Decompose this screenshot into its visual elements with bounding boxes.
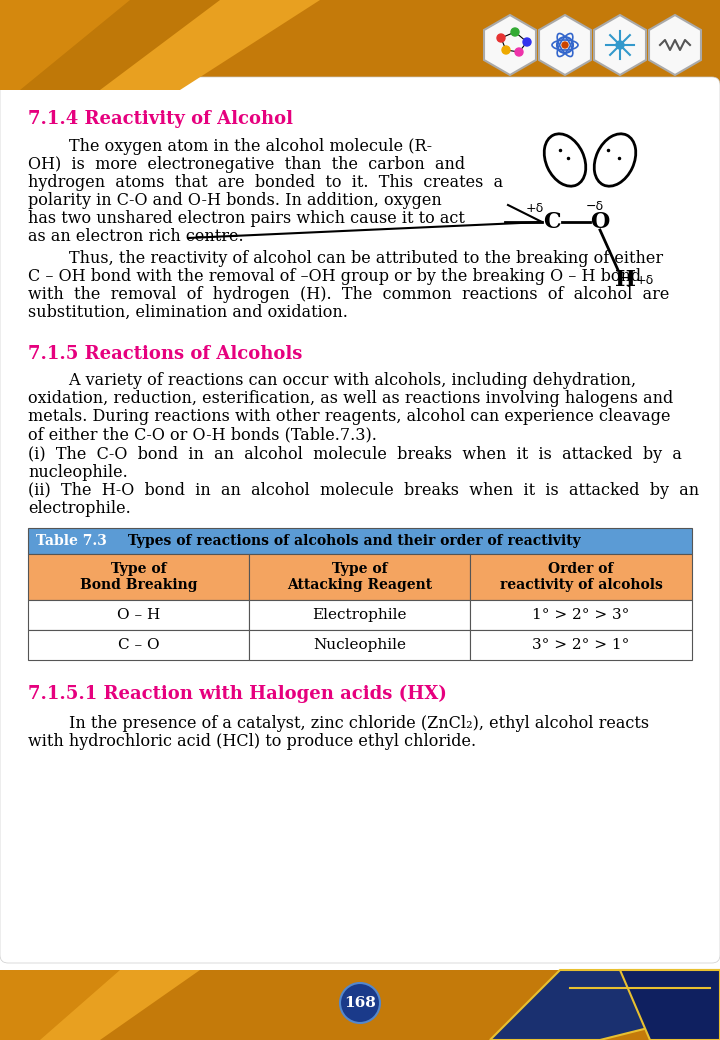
Text: O – H: O – H bbox=[117, 608, 160, 622]
Text: (ii)  The  H-O  bond  in  an  alcohol  molecule  breaks  when  it  is  attacked : (ii) The H-O bond in an alcohol molecule… bbox=[28, 482, 699, 499]
Text: hydrogen  atoms  that  are  bonded  to  it.  This  creates  a: hydrogen atoms that are bonded to it. Th… bbox=[28, 174, 503, 191]
Polygon shape bbox=[620, 970, 720, 1040]
Text: +δ: +δ bbox=[636, 274, 654, 286]
Text: Thus, the reactivity of alcohol can be attributed to the breaking of either: Thus, the reactivity of alcohol can be a… bbox=[28, 250, 663, 267]
FancyBboxPatch shape bbox=[28, 528, 692, 554]
Text: nucleophile.: nucleophile. bbox=[28, 464, 127, 480]
Text: (i)  The  C-O  bond  in  an  alcohol  molecule  breaks  when  it  is  attacked  : (i) The C-O bond in an alcohol molecule … bbox=[28, 446, 682, 463]
Polygon shape bbox=[594, 15, 646, 75]
Text: 7.1.5 Reactions of Alcohols: 7.1.5 Reactions of Alcohols bbox=[28, 345, 302, 363]
Polygon shape bbox=[0, 970, 200, 1040]
Polygon shape bbox=[0, 0, 220, 90]
Text: oxidation, reduction, esterification, as well as reactions involving halogens an: oxidation, reduction, esterification, as… bbox=[28, 390, 673, 407]
FancyBboxPatch shape bbox=[470, 630, 692, 660]
Text: substitution, elimination and oxidation.: substitution, elimination and oxidation. bbox=[28, 304, 348, 321]
Circle shape bbox=[515, 48, 523, 56]
FancyBboxPatch shape bbox=[0, 970, 720, 1040]
Text: with hydrochloric acid (HCl) to produce ethyl chloride.: with hydrochloric acid (HCl) to produce … bbox=[28, 733, 476, 750]
Text: 7.1.4 Reactivity of Alcohol: 7.1.4 Reactivity of Alcohol bbox=[28, 110, 293, 128]
FancyBboxPatch shape bbox=[249, 630, 470, 660]
Polygon shape bbox=[0, 0, 320, 90]
Circle shape bbox=[523, 38, 531, 46]
FancyBboxPatch shape bbox=[249, 600, 470, 630]
Circle shape bbox=[616, 41, 624, 49]
Ellipse shape bbox=[544, 134, 586, 186]
Text: Type of
Bond Breaking: Type of Bond Breaking bbox=[80, 562, 197, 592]
Text: of either the C-O or O-H bonds (Table.7.3).: of either the C-O or O-H bonds (Table.7.… bbox=[28, 426, 377, 443]
Text: In the presence of a catalyst, zinc chloride (ZnCl₂), ethyl alcohol reacts: In the presence of a catalyst, zinc chlo… bbox=[28, 716, 649, 732]
Text: with  the  removal  of  hydrogen  (H).  The  common  reactions  of  alcohol  are: with the removal of hydrogen (H). The co… bbox=[28, 286, 670, 303]
Text: metals. During reactions with other reagents, alcohol can experience cleavage: metals. During reactions with other reag… bbox=[28, 408, 670, 425]
Text: A variety of reactions can occur with alcohols, including dehydration,: A variety of reactions can occur with al… bbox=[28, 372, 636, 389]
Text: C: C bbox=[543, 211, 561, 233]
Text: Type of
Attacking Reagent: Type of Attacking Reagent bbox=[287, 562, 432, 592]
Polygon shape bbox=[0, 970, 120, 1040]
FancyBboxPatch shape bbox=[28, 630, 249, 660]
Circle shape bbox=[511, 28, 519, 36]
Polygon shape bbox=[490, 970, 720, 1040]
Text: Table 7.3: Table 7.3 bbox=[36, 534, 107, 548]
Text: as an electron rich centre.: as an electron rich centre. bbox=[28, 228, 243, 245]
Text: Types of reactions of alcohols and their order of reactivity: Types of reactions of alcohols and their… bbox=[128, 534, 581, 548]
Circle shape bbox=[497, 34, 505, 42]
Text: Nucleophile: Nucleophile bbox=[313, 638, 406, 652]
Text: polarity in C-O and O-H bonds. In addition, oxygen: polarity in C-O and O-H bonds. In additi… bbox=[28, 192, 442, 209]
Text: 7.1.5.1 Reaction with Halogen acids (HX): 7.1.5.1 Reaction with Halogen acids (HX) bbox=[28, 685, 447, 703]
FancyBboxPatch shape bbox=[470, 554, 692, 600]
FancyBboxPatch shape bbox=[0, 77, 720, 963]
Text: Electrophile: Electrophile bbox=[312, 608, 407, 622]
Ellipse shape bbox=[594, 134, 636, 186]
Polygon shape bbox=[539, 15, 591, 75]
FancyBboxPatch shape bbox=[249, 554, 470, 600]
Polygon shape bbox=[0, 0, 130, 90]
FancyBboxPatch shape bbox=[470, 600, 692, 630]
Text: C – O: C – O bbox=[117, 638, 159, 652]
Text: H: H bbox=[614, 269, 636, 291]
Text: +δ: +δ bbox=[526, 202, 544, 214]
Polygon shape bbox=[484, 15, 536, 75]
Text: C – OH bond with the removal of –OH group or by the breaking O – H bond: C – OH bond with the removal of –OH grou… bbox=[28, 268, 641, 285]
Circle shape bbox=[562, 42, 568, 48]
Polygon shape bbox=[649, 15, 701, 75]
Text: has two unshared electron pairs which cause it to act: has two unshared electron pairs which ca… bbox=[28, 210, 465, 227]
Circle shape bbox=[340, 983, 380, 1023]
Text: Order of
reactivity of alcohols: Order of reactivity of alcohols bbox=[500, 562, 662, 592]
FancyBboxPatch shape bbox=[28, 600, 249, 630]
Text: electrophile.: electrophile. bbox=[28, 500, 131, 517]
Text: OH)  is  more  electronegative  than  the  carbon  and: OH) is more electronegative than the car… bbox=[28, 156, 465, 173]
Text: 1° > 2° > 3°: 1° > 2° > 3° bbox=[532, 608, 630, 622]
FancyBboxPatch shape bbox=[0, 0, 720, 90]
FancyBboxPatch shape bbox=[28, 554, 249, 600]
Text: −δ: −δ bbox=[586, 200, 604, 212]
Text: 3° > 2° > 1°: 3° > 2° > 1° bbox=[532, 638, 630, 652]
Text: O: O bbox=[590, 211, 610, 233]
Text: 168: 168 bbox=[344, 996, 376, 1010]
Text: The oxygen atom in the alcohol molecule (R-: The oxygen atom in the alcohol molecule … bbox=[28, 138, 432, 155]
Circle shape bbox=[502, 46, 510, 54]
